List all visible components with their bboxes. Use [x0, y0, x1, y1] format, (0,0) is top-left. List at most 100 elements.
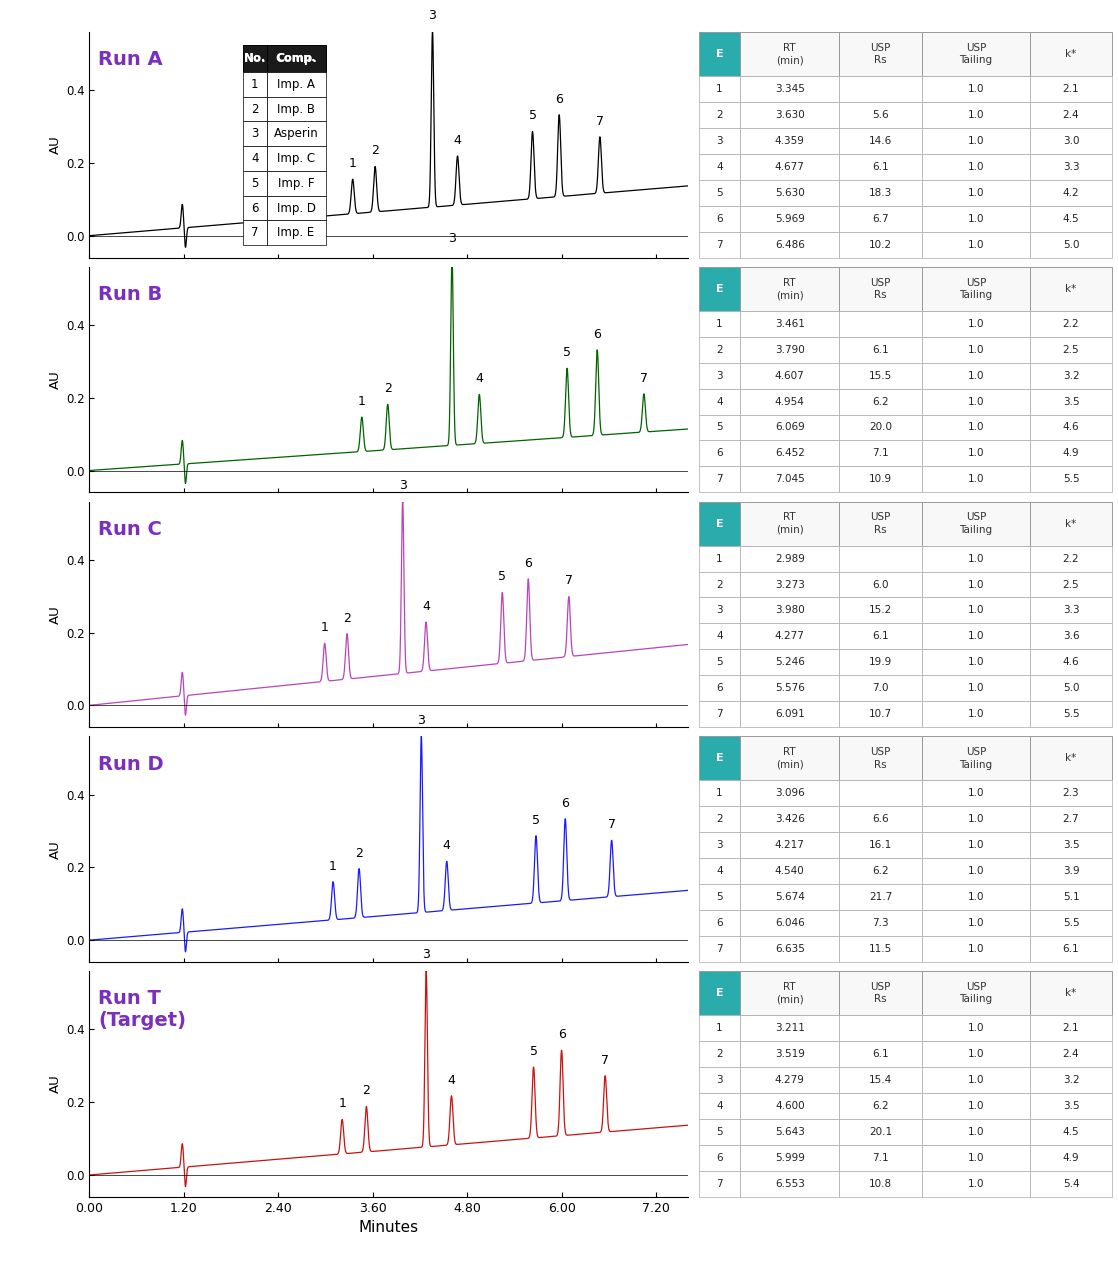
Text: 6: 6	[594, 328, 601, 340]
Text: USP
Tailing: USP Tailing	[959, 42, 993, 65]
Text: Imp. C: Imp. C	[277, 152, 315, 165]
Bar	[699, 266, 740, 311]
Text: k*: k*	[1065, 518, 1077, 529]
Text: 4: 4	[717, 397, 722, 407]
Text: 1.0: 1.0	[968, 136, 984, 146]
Text: 21.7: 21.7	[869, 892, 892, 902]
Bar	[740, 649, 840, 676]
Bar	[1030, 1041, 1112, 1068]
Bar	[922, 701, 1030, 727]
Bar	[840, 389, 922, 415]
Text: 1.0: 1.0	[968, 475, 984, 484]
Bar	[740, 466, 840, 493]
Bar	[1030, 859, 1112, 884]
Bar	[740, 1015, 840, 1041]
Bar	[922, 936, 1030, 963]
Text: 2.2: 2.2	[1063, 553, 1079, 563]
Bar	[922, 440, 1030, 466]
Text: 1: 1	[321, 621, 329, 634]
Text: 3.096: 3.096	[775, 788, 805, 799]
Text: 6.2: 6.2	[872, 867, 889, 877]
Bar	[840, 701, 922, 727]
Bar	[740, 76, 840, 102]
Bar	[1030, 572, 1112, 598]
Bar	[740, 972, 840, 1015]
Bar	[699, 362, 740, 389]
Bar	[840, 972, 922, 1015]
Text: 4.5: 4.5	[1063, 214, 1079, 224]
Text: 2.1: 2.1	[1063, 84, 1079, 93]
Text: 1.0: 1.0	[968, 867, 984, 877]
Bar	[1030, 311, 1112, 337]
Bar	[922, 362, 1030, 389]
Bar	[840, 884, 922, 910]
Bar	[840, 206, 922, 232]
Text: 7: 7	[717, 1179, 722, 1189]
Bar	[840, 736, 922, 781]
Text: E: E	[716, 988, 723, 998]
Text: 4.607: 4.607	[775, 371, 805, 380]
Bar	[740, 32, 840, 76]
Text: 2.1: 2.1	[1063, 1023, 1079, 1033]
Text: 5.5: 5.5	[1063, 918, 1079, 928]
Bar	[699, 1171, 740, 1197]
Text: 5.4: 5.4	[1063, 1179, 1079, 1189]
Text: 7.0: 7.0	[872, 684, 889, 694]
Text: 4: 4	[717, 631, 722, 641]
Text: USP
Rs: USP Rs	[871, 42, 891, 65]
Bar	[740, 910, 840, 936]
Bar	[922, 910, 1030, 936]
Bar	[840, 910, 922, 936]
Text: USP
Rs: USP Rs	[871, 278, 891, 300]
Bar	[699, 572, 740, 598]
Text: 4: 4	[717, 1101, 722, 1111]
Bar	[699, 1093, 740, 1119]
Text: 4: 4	[447, 1074, 455, 1087]
Text: 1.0: 1.0	[968, 1023, 984, 1033]
Text: 3: 3	[717, 371, 722, 380]
Bar	[1030, 649, 1112, 676]
Bar	[1030, 206, 1112, 232]
Text: 7: 7	[717, 709, 722, 719]
Text: 5.0: 5.0	[1063, 239, 1079, 250]
Text: 3: 3	[428, 9, 436, 22]
Bar	[243, 196, 266, 220]
Text: 1.0: 1.0	[968, 1179, 984, 1189]
Bar	[740, 598, 840, 623]
Text: Comp.: Comp.	[276, 54, 315, 64]
Text: 1: 1	[717, 788, 722, 799]
Text: 3.3: 3.3	[1063, 161, 1079, 172]
Bar	[243, 45, 266, 72]
Bar	[840, 179, 922, 206]
Bar	[922, 623, 1030, 649]
Bar	[840, 936, 922, 963]
Bar	[1030, 936, 1112, 963]
Bar	[922, 1119, 1030, 1144]
Bar	[1030, 389, 1112, 415]
Text: 1.0: 1.0	[968, 1126, 984, 1137]
Text: 4.359: 4.359	[775, 136, 805, 146]
Bar	[699, 128, 740, 154]
Bar	[740, 311, 840, 337]
Text: 5: 5	[717, 422, 722, 433]
Text: 2: 2	[250, 102, 258, 115]
Text: 3: 3	[252, 127, 258, 141]
Text: RT
(min): RT (min)	[776, 42, 804, 65]
Bar	[922, 311, 1030, 337]
Text: 15.4: 15.4	[869, 1075, 892, 1085]
Bar	[1030, 440, 1112, 466]
Text: 16.1: 16.1	[869, 840, 892, 850]
Bar	[699, 1119, 740, 1144]
Text: 3.6: 3.6	[1063, 631, 1079, 641]
Bar	[740, 128, 840, 154]
Bar	[1030, 1015, 1112, 1041]
Bar	[1030, 466, 1112, 493]
Text: 4.217: 4.217	[775, 840, 805, 850]
Text: 1.0: 1.0	[968, 1050, 984, 1059]
Text: 7: 7	[717, 475, 722, 484]
Text: 6.7: 6.7	[872, 214, 889, 224]
Bar	[740, 545, 840, 572]
Bar	[699, 502, 740, 545]
Bar	[922, 389, 1030, 415]
Text: 2: 2	[356, 846, 363, 860]
